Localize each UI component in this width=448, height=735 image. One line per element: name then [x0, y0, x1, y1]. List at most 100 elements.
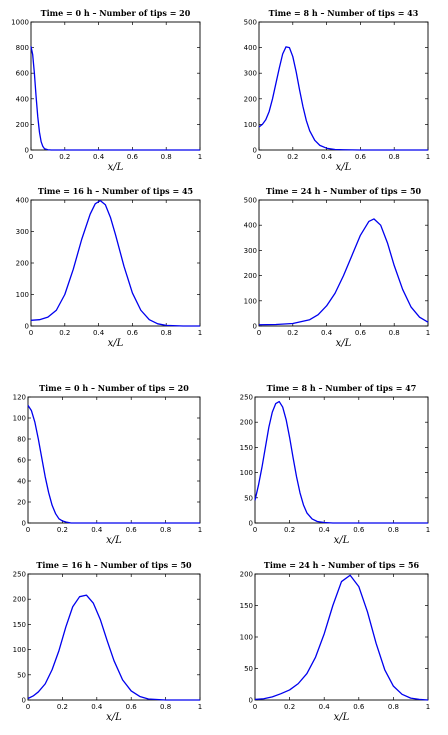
x-tick-label: 0.2: [59, 153, 70, 161]
x-tick-label: 0: [253, 703, 257, 711]
y-tick-label: 250: [240, 394, 253, 402]
y-tick-label: 0: [253, 147, 257, 155]
y-tick-label: 0: [22, 697, 26, 705]
axes-frame: [30, 199, 201, 327]
y-tick-label: 150: [13, 621, 26, 629]
y-tick-label: 400: [244, 222, 257, 230]
panel-title: Time = 0 h – Number of tips = 20: [39, 383, 189, 393]
x-tick-label: 1: [198, 153, 202, 161]
y-tick-label: 40: [17, 478, 26, 486]
y-tick-label: 200: [16, 260, 29, 268]
x-tick-label: 1: [426, 329, 430, 337]
y-tick-label: 300: [244, 247, 257, 255]
x-tick-label: 0.4: [91, 703, 103, 711]
x-tick-label: 0: [29, 153, 33, 161]
x-tick-label: 0.8: [161, 153, 172, 161]
x-tick-label: 0.2: [287, 153, 298, 161]
y-tick-label: 150: [240, 602, 253, 610]
series-line: [258, 46, 428, 151]
panel-3: Time = 16 h – Number of tips = 45 0 0.2 0.4…: [16, 186, 203, 349]
y-tick-label: 100: [244, 121, 257, 129]
x-tick-label: 0.6: [353, 703, 365, 711]
panel-title: Time = 8 h – Number of tips = 47: [267, 383, 417, 393]
x-tick-label: 0.2: [59, 329, 70, 337]
x-tick-label: 0.6: [127, 153, 139, 161]
y-tick-label: 100: [16, 291, 29, 299]
y-tick-label: 100: [240, 634, 253, 642]
series-line: [30, 46, 200, 151]
x-axis-label: x/L: [106, 712, 122, 723]
x-tick-label: 0.8: [160, 526, 171, 534]
y-tick-label: 200: [13, 596, 26, 604]
x-axis-label: x/L: [334, 535, 350, 546]
x-tick-label: 0.2: [287, 329, 298, 337]
y-tick-label: 1000: [11, 19, 29, 27]
y-tick-label: 0: [253, 323, 257, 331]
x-tick-label: 1: [198, 526, 202, 534]
x-tick-label: 0.2: [57, 703, 68, 711]
y-tick-label: 50: [17, 671, 26, 679]
x-tick-label: 0.8: [388, 526, 399, 534]
x-tick-label: 0.2: [57, 526, 68, 534]
panel-8: Time = 24 h – Number of tips = 56 0 0.2 0.4…: [240, 560, 431, 723]
x-tick-label: 0.6: [126, 703, 138, 711]
y-tick-label: 120: [13, 394, 26, 402]
y-tick-label: 500: [244, 197, 257, 205]
x-tick-label: 0.8: [161, 329, 172, 337]
axes-frame: [258, 21, 429, 151]
x-axis-label: x/L: [108, 162, 124, 173]
x-tick-label: 0.4: [319, 526, 331, 534]
axes-frame: [254, 396, 429, 524]
x-tick-label: 0.2: [284, 703, 295, 711]
x-tick-label: 1: [198, 329, 202, 337]
panel-title: Time = 16 h – Number of tips = 45: [38, 186, 193, 196]
y-tick-label: 800: [16, 44, 29, 52]
y-tick-label: 200: [244, 95, 257, 103]
y-tick-label: 400: [16, 95, 29, 103]
x-tick-label: 0.6: [127, 329, 139, 337]
panel-1: Time = 0 h – Number of tips = 20 0 0.2 0.4 0…: [11, 8, 202, 173]
y-tick-label: 250: [13, 571, 26, 579]
x-tick-label: 0.8: [389, 153, 400, 161]
x-tick-label: 0.4: [321, 329, 333, 337]
x-tick-label: 1: [198, 703, 202, 711]
x-axis-label: x/L: [334, 712, 350, 723]
panel-2: Time = 8 h – Number of tips = 43 0 0.2 0.4 0…: [244, 8, 431, 173]
panel-title: Time = 24 h – Number of tips = 50: [266, 186, 422, 196]
panel-title: Time = 8 h – Number of tips = 43: [269, 8, 419, 18]
x-tick-label: 0.6: [355, 329, 367, 337]
x-tick-label: 0.8: [160, 703, 171, 711]
y-tick-label: 200: [240, 419, 253, 427]
x-tick-label: 0.4: [319, 703, 331, 711]
y-tick-label: 0: [249, 697, 253, 705]
x-tick-label: 0.8: [389, 329, 400, 337]
series-line: [27, 405, 200, 524]
y-tick-label: 0: [25, 147, 29, 155]
panel-title: Time = 24 h – Number of tips = 56: [264, 560, 420, 570]
panel-7: Time = 16 h – Number of tips = 50 0 0.2 0.4…: [13, 560, 203, 723]
panel-5: Time = 0 h – Number of tips = 20 0 0.2 0.4 0…: [13, 383, 203, 546]
y-tick-label: 300: [16, 228, 29, 236]
y-tick-label: 300: [244, 70, 257, 78]
y-tick-label: 200: [16, 121, 29, 129]
y-tick-label: 100: [244, 297, 257, 305]
axes-frame: [254, 573, 429, 701]
x-tick-label: 0.6: [355, 153, 367, 161]
x-tick-label: 0.6: [126, 526, 138, 534]
x-tick-label: 0: [29, 329, 33, 337]
axes-frame: [27, 573, 201, 701]
panel-4: Time = 24 h – Number of tips = 50 0 0.2 0.4…: [244, 186, 431, 349]
x-tick-label: 0.4: [321, 153, 333, 161]
x-tick-label: 1: [426, 526, 430, 534]
y-tick-label: 200: [240, 571, 253, 579]
series-line: [254, 574, 429, 701]
y-tick-label: 400: [16, 197, 29, 205]
axes-frame: [30, 21, 201, 151]
x-tick-label: 0.2: [284, 526, 295, 534]
x-tick-label: 0: [257, 153, 261, 161]
series-line: [258, 218, 429, 326]
x-tick-label: 0: [26, 703, 30, 711]
y-tick-label: 60: [17, 457, 26, 465]
